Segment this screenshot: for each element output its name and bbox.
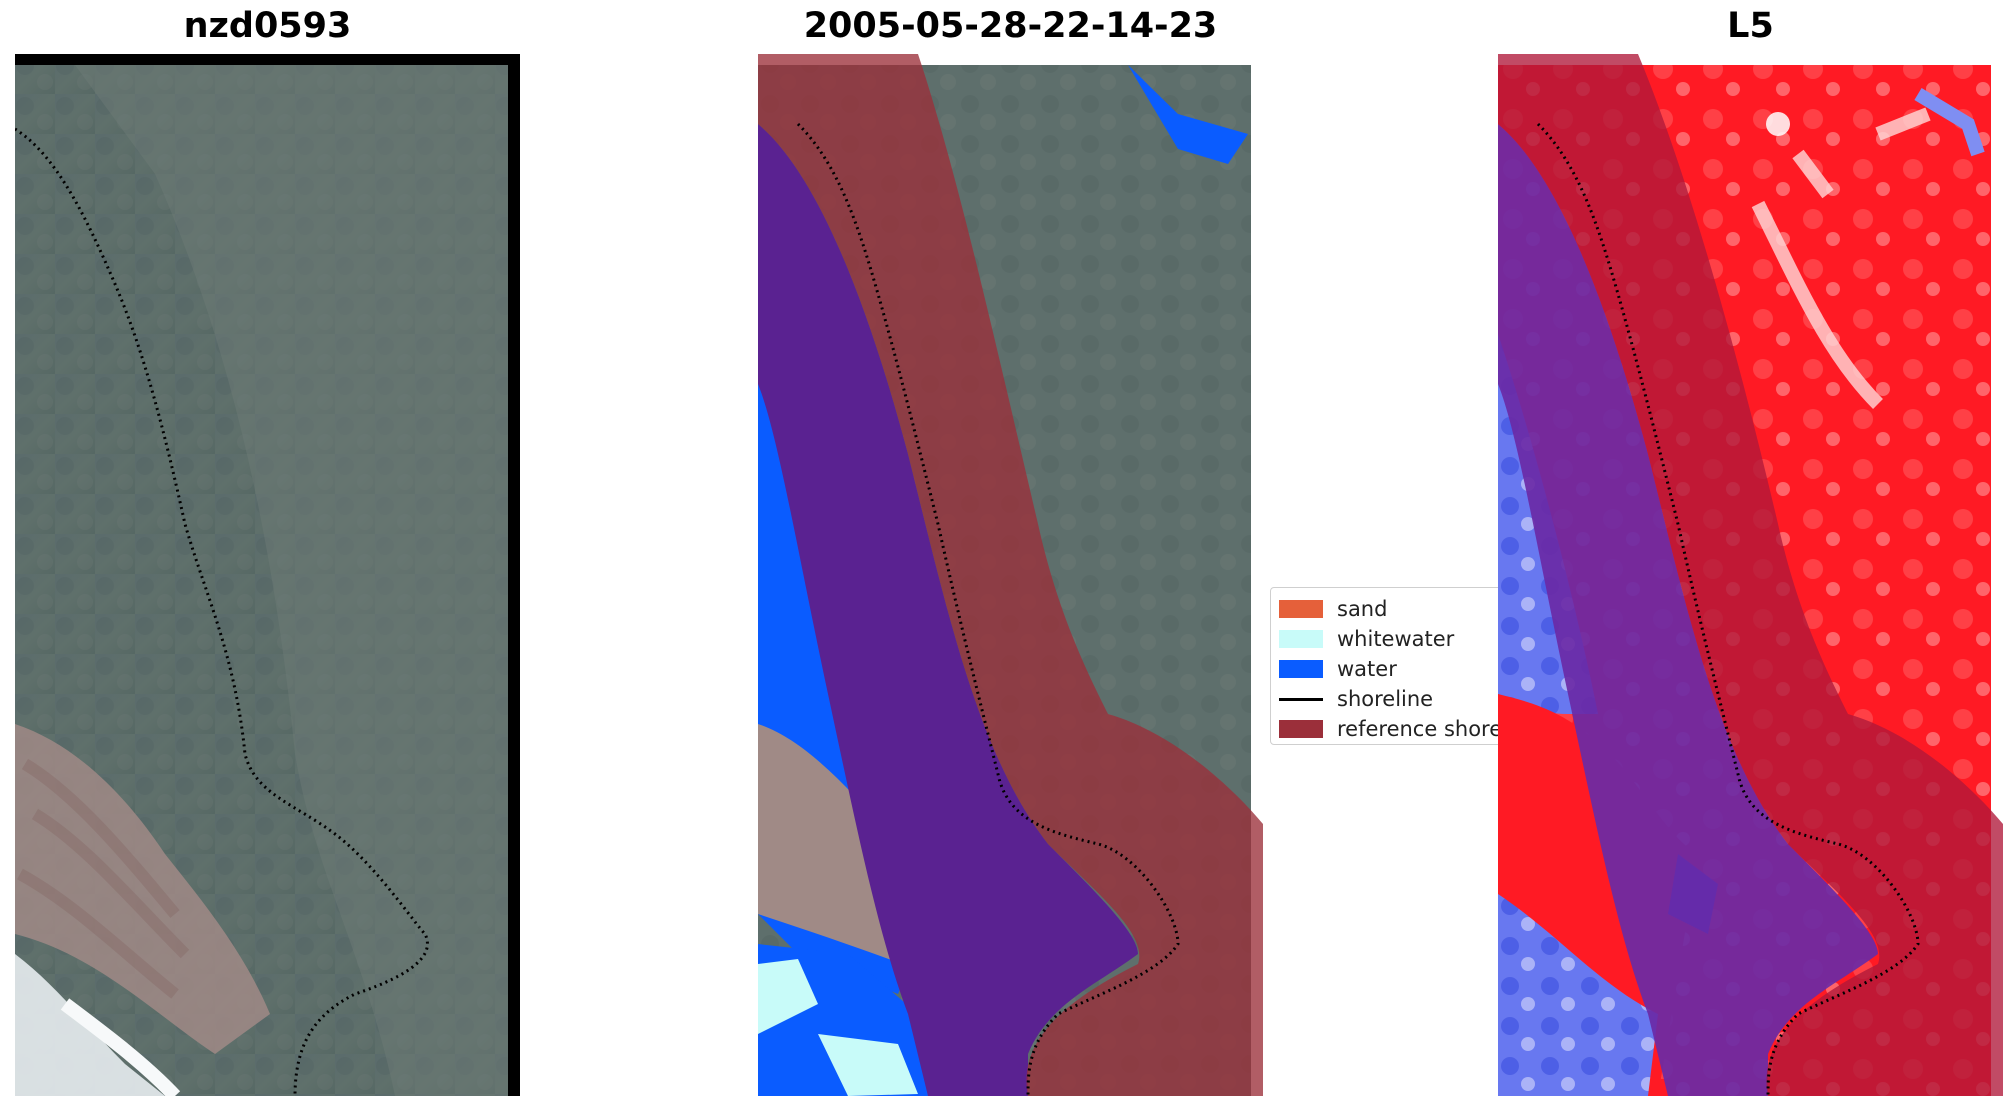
- legend-label-sand: sand: [1337, 597, 1388, 621]
- shoreline-trace-rgb: [15, 127, 429, 1096]
- panel-title-index: L5: [1727, 6, 1774, 46]
- legend-label-reference-shore: reference shore: [1337, 717, 1503, 741]
- water-swatch: [1279, 660, 1323, 678]
- panel-title-classified: 2005-05-28-22-14-23: [803, 6, 1218, 46]
- shoreline-line-swatch: [1279, 697, 1323, 701]
- legend: sand whitewater water shoreline referenc…: [1270, 587, 1510, 745]
- reference-shore-swatch: [1279, 720, 1323, 738]
- legend-label-whitewater: whitewater: [1337, 627, 1455, 651]
- classification-panel: [758, 54, 1263, 1096]
- sand-swatch: [1279, 600, 1323, 618]
- legend-label-shoreline: shoreline: [1337, 687, 1434, 711]
- shoreline-trace-index: [1536, 122, 1920, 1096]
- whitewater-swatch: [1279, 630, 1323, 648]
- rgb-image-panel: [15, 54, 520, 1096]
- panel-title-rgb: nzd0593: [183, 6, 352, 46]
- index-map-panel: [1498, 54, 2003, 1096]
- legend-label-water: water: [1337, 657, 1397, 681]
- shoreline-trace-classified: [796, 122, 1180, 1096]
